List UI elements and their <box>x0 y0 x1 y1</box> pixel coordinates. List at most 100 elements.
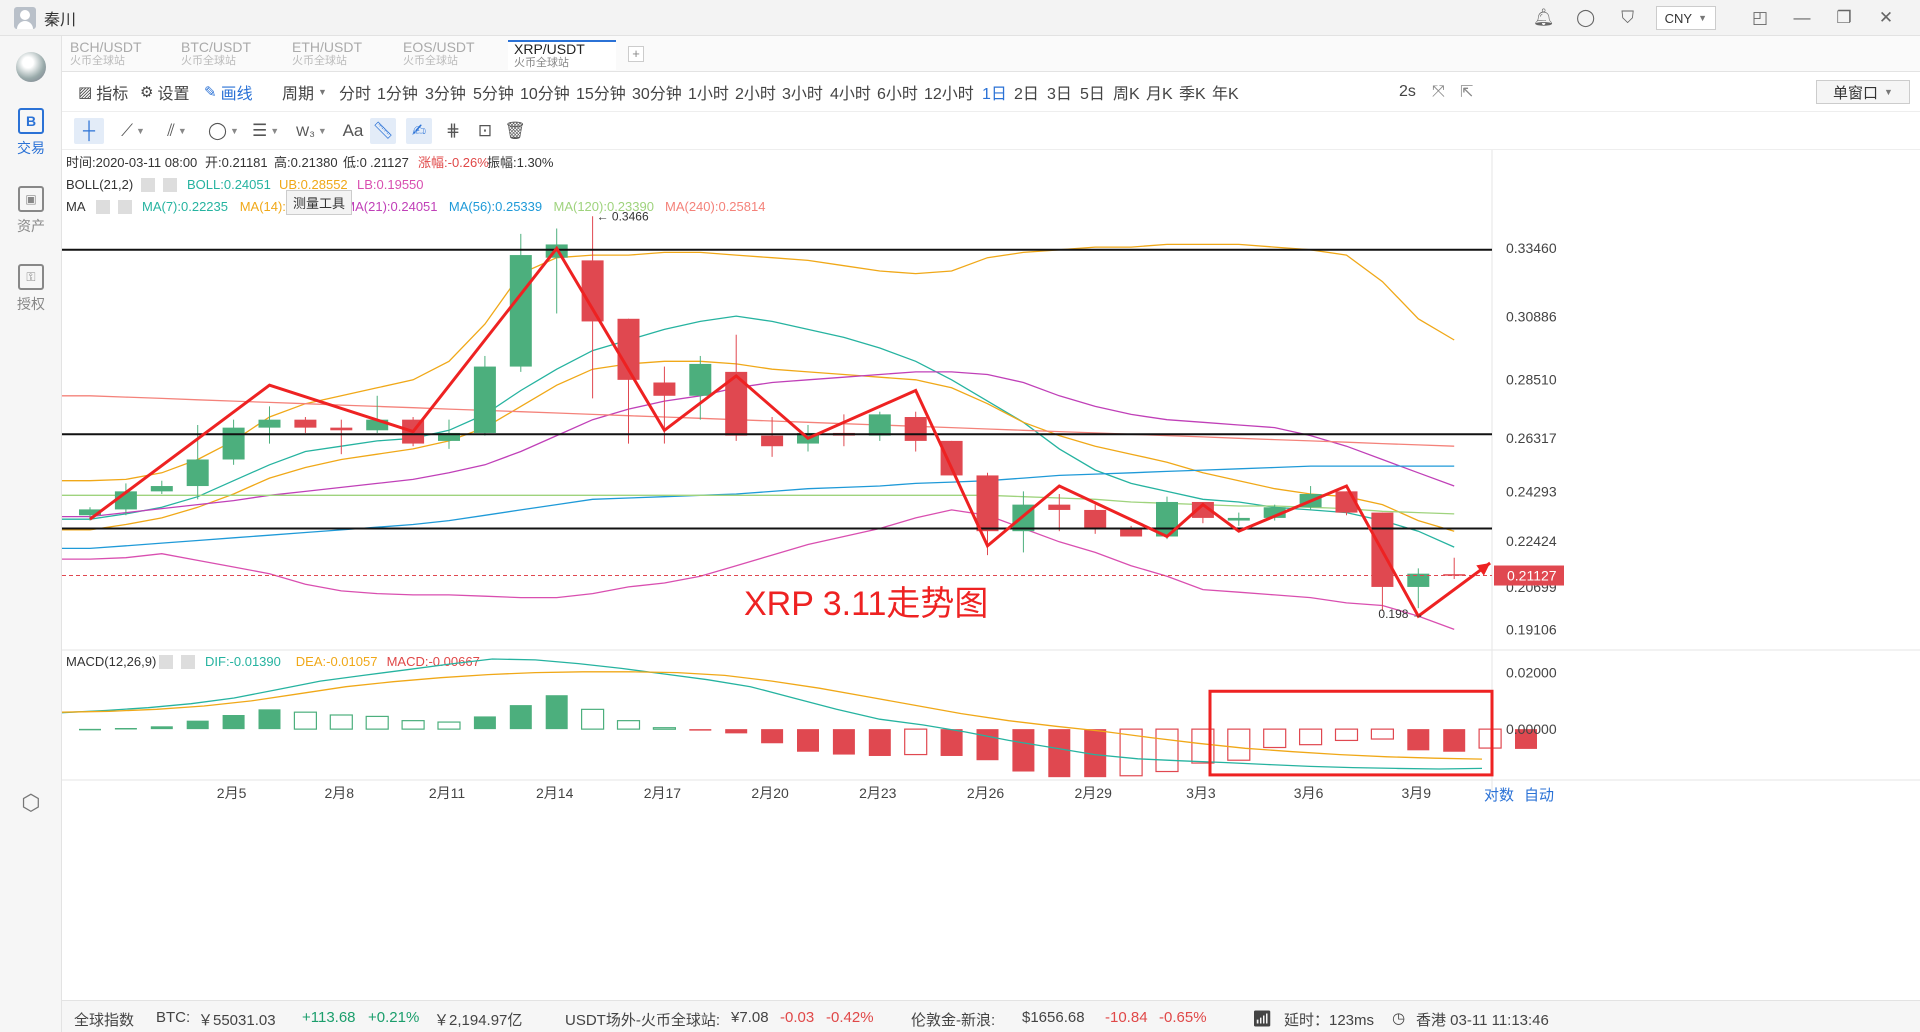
usdt-label: USDT场外-火币全球站: <box>565 1012 720 1029</box>
ruler-tool[interactable]: 📏︎ <box>370 118 396 144</box>
period-select[interactable]: 周期 ▼ <box>282 82 327 103</box>
tab-btc-usdt[interactable]: BTC/USDT 火币全球站 <box>175 40 283 70</box>
macd-bar <box>1478 728 1502 749</box>
shape-tool[interactable]: ◯ ▼ <box>208 118 239 144</box>
channel-tool[interactable]: ⫽ ▼ <box>164 118 190 144</box>
legend-info-item: 高:0.21380 <box>274 155 338 170</box>
interval-1m[interactable]: 1分钟 <box>377 86 418 103</box>
x-axis-tick-label: 2月5 <box>217 785 247 801</box>
crosshair-icon: ┼ <box>82 121 96 140</box>
fullscreen-icon[interactable]: ⤧ <box>1432 83 1445 100</box>
tab-bch-usdt[interactable]: BCH/USDT 火币全球站 <box>64 40 172 70</box>
tab-source: 火币全球站 <box>514 57 569 69</box>
bell-icon[interactable]: 🔔︎ <box>1532 8 1555 27</box>
interval-4h[interactable]: 4小时 <box>830 86 871 103</box>
macd-bar <box>797 729 819 752</box>
macd-bar <box>904 728 928 756</box>
gear-icon[interactable]: ⬡ <box>21 790 41 815</box>
delete-tool[interactable]: 🗑︎ <box>502 118 528 144</box>
measure-tool[interactable]: ✍︎ <box>406 118 432 144</box>
tab-eth-usdt[interactable]: ETH/USDT 火币全球站 <box>286 40 394 70</box>
boll-legend-item: LB:0.19550 <box>357 177 424 192</box>
panel-icon[interactable]: ◰ <box>1751 8 1769 27</box>
key-icon: ⚿ <box>18 264 44 290</box>
interval-2d[interactable]: 2日 <box>1014 86 1039 103</box>
minimize-icon[interactable]: — <box>1793 8 1811 27</box>
interval-3m[interactable]: 3分钟 <box>425 86 466 103</box>
refresh-rate[interactable]: 2s <box>1399 83 1416 100</box>
magnet-tool[interactable]: ⋕ <box>440 118 466 144</box>
settings-label: 设置 <box>157 86 190 103</box>
user-info[interactable]: 秦川 <box>14 6 76 30</box>
shirt-icon[interactable]: ⛉ <box>1621 8 1634 27</box>
sidebar-item-trade[interactable]: B 交易 <box>0 108 62 158</box>
line-tool[interactable]: ⟋ ▼ <box>120 118 146 144</box>
fibonacci-icon: ☰ <box>252 121 268 140</box>
x-axis-tick-label: 2月14 <box>536 785 574 801</box>
macd-legend-item: MACD:-0.00667 <box>387 654 480 669</box>
auto-scale-link[interactable]: 自动 <box>1524 787 1554 804</box>
candle-body <box>473 366 496 433</box>
legend-info-item: 低:0 <box>343 155 367 170</box>
macd-dif-line <box>62 658 1483 770</box>
fib-tool[interactable]: ☰ ▼ <box>252 118 279 144</box>
currency-value: CNY <box>1664 10 1693 26</box>
interval-10m[interactable]: 10分钟 <box>520 86 570 103</box>
window-mode-select[interactable]: 单窗口 ▼ <box>1816 80 1910 104</box>
candle-body <box>438 432 460 441</box>
currency-select[interactable]: CNY ▼ <box>1655 6 1716 30</box>
price-axis-label: 0.33460 <box>1506 240 1557 256</box>
interval-3d[interactable]: 3日 <box>1047 86 1072 103</box>
indicator-line <box>62 465 1455 550</box>
restore-icon[interactable]: ❐ <box>1836 8 1852 27</box>
chart-area[interactable]: 时间:2020-03-11 08:00 开:0.21181 高:0.21380 低:0… <box>62 150 1920 1000</box>
close-icon[interactable]: ✕ <box>1878 8 1894 27</box>
interval-5d[interactable]: 5日 <box>1080 86 1105 103</box>
global-index-link[interactable]: 全球指数 <box>74 1012 135 1029</box>
interval-quarter[interactable]: 季K <box>1179 86 1206 103</box>
interval-week[interactable]: 周K <box>1113 86 1140 103</box>
settings-button[interactable]: ⚙ 设置 <box>140 82 190 103</box>
interval-year[interactable]: 年K <box>1212 86 1239 103</box>
kline-chart[interactable]: 时间:2020-03-11 08:00 开:0.21181 高:0.21380 低:0… <box>62 150 1920 1000</box>
candle-body <box>761 435 784 447</box>
interval-5m[interactable]: 5分钟 <box>473 86 514 103</box>
price-axis-label: 0.26317 <box>1506 430 1557 446</box>
tab-source: 火币全球站 <box>292 55 347 67</box>
interval-3h[interactable]: 3小时 <box>782 86 823 103</box>
interval-2h[interactable]: 2小时 <box>735 86 776 103</box>
log-scale-link[interactable]: 对数 <box>1484 787 1514 804</box>
interval-1d[interactable]: 1日 <box>982 86 1007 103</box>
interval-6h[interactable]: 6小时 <box>877 86 918 103</box>
candle-body <box>1227 517 1250 521</box>
macd-bar <box>293 711 317 730</box>
candle-body <box>1443 574 1466 576</box>
sidebar-item-auth[interactable]: ⚿ 授权 <box>0 264 62 314</box>
crosshair-tool[interactable]: ┼ <box>74 118 104 144</box>
wallet-icon: ▣ <box>18 186 44 212</box>
last-price-badge <box>1494 565 1564 586</box>
candle-body <box>1084 509 1107 529</box>
indicators-button[interactable]: ▨ 指标 <box>78 82 128 103</box>
interval-12h[interactable]: 12小时 <box>924 86 974 103</box>
wave-tool[interactable]: W₃ ▼ <box>296 118 327 144</box>
ma-legend-item: MA(7):0.22235 <box>142 199 228 214</box>
tab-eos-usdt[interactable]: EOS/USDT 火币全球站 <box>397 40 505 70</box>
add-tab-button[interactable]: + <box>628 46 644 62</box>
tab-xrp-usdt[interactable]: XRP/USDT 火币全球站 <box>508 40 616 70</box>
interval-fenshi[interactable]: 分时 <box>339 86 372 103</box>
sidebar-item-assets[interactable]: ▣ 资产 <box>0 186 62 236</box>
draw-button[interactable]: ✎ 画线 <box>204 82 253 103</box>
interval-1h[interactable]: 1小时 <box>688 86 729 103</box>
interval-30m[interactable]: 30分钟 <box>632 86 682 103</box>
sidebar-item-label: 资产 <box>17 218 45 234</box>
macd-bar <box>1084 729 1107 778</box>
lock-tool[interactable]: ⊡ <box>472 118 498 144</box>
interval-month[interactable]: 月K <box>1146 86 1173 103</box>
text-tool[interactable]: Aa <box>342 121 364 140</box>
clock-icon: ◷ <box>1392 1010 1406 1027</box>
interval-15m[interactable]: 15分钟 <box>576 86 626 103</box>
popout-icon[interactable]: ⇱ <box>1460 84 1474 101</box>
trend-arrow-head <box>1476 563 1491 576</box>
search-icon[interactable]: ◯ <box>1576 8 1596 27</box>
